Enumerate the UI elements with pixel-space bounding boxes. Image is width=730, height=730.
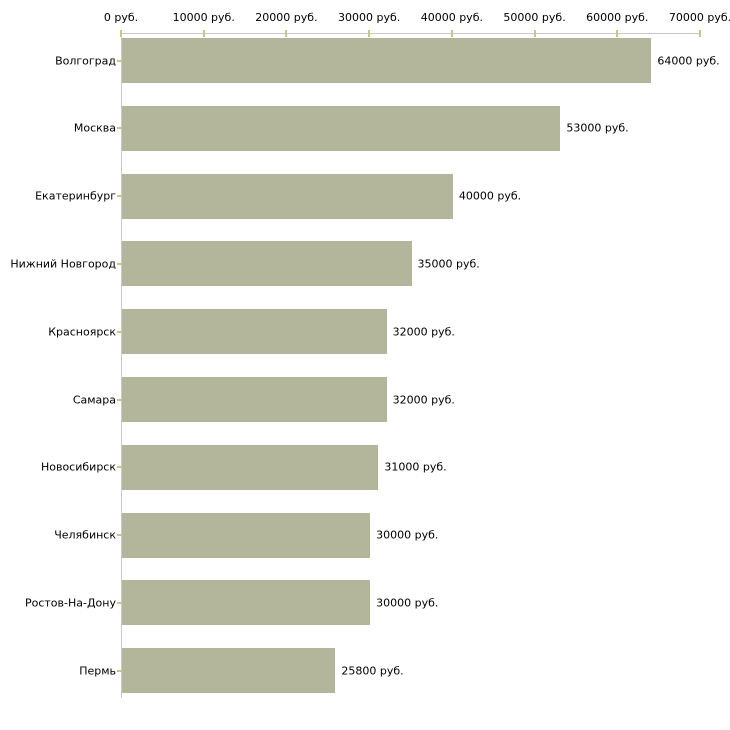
bar-Новосибирск [122, 444, 379, 490]
bar-Нижний Новгород [122, 241, 412, 287]
x-axis-tick-label: 60000 руб. [586, 11, 649, 24]
bar-value-label: 32000 руб. [392, 325, 455, 339]
x-axis-tick-mark [202, 30, 205, 37]
y-axis-tick-mark [117, 669, 122, 672]
plot-area [121, 33, 701, 698]
category-label: Ростов-На-Дону [24, 596, 116, 610]
y-axis-tick-mark [117, 534, 122, 537]
x-axis-tick-mark [120, 30, 122, 37]
y-axis-tick-mark [117, 59, 122, 62]
category-label: Самара [72, 393, 116, 406]
bar-value-label: 40000 руб. [458, 189, 522, 203]
bar-value-label: 32000 руб. [392, 393, 455, 406]
y-axis-tick-mark [117, 601, 122, 604]
x-axis-tick-label: 70000 руб. [668, 11, 730, 24]
x-axis-tick-mark [699, 30, 701, 37]
x-axis-tick-label: 50000 руб. [503, 11, 566, 24]
x-axis-tick-label: 40000 руб. [420, 11, 483, 24]
y-axis-tick-mark [117, 127, 122, 130]
bar-Челябинск [122, 512, 371, 558]
x-axis-tick-mark [368, 30, 371, 37]
bar-value-label: 53000 руб. [566, 121, 629, 135]
bar-Москва [122, 105, 561, 151]
category-label: Челябинск [54, 528, 116, 542]
x-axis-tick-label: 20000 руб. [255, 11, 318, 24]
category-label: Москва [73, 121, 116, 135]
x-axis-tick-mark [450, 30, 453, 37]
category-label: Нижний Новгород [10, 257, 116, 271]
bar-value-label: 25800 руб. [341, 664, 404, 678]
category-label: Новосибирск [40, 460, 116, 474]
category-label: Волгоград [55, 54, 116, 67]
bar-Волгоград [122, 38, 652, 83]
x-axis-tick-label: 30000 руб. [338, 11, 401, 24]
bar-Самара [122, 377, 387, 422]
bar-Ростов-На-Дону [122, 580, 371, 626]
category-label: Пермь [79, 664, 116, 678]
bar-Красноярск [122, 309, 387, 355]
y-axis-tick-mark [117, 195, 122, 198]
x-axis-tick-label: 0 руб. [103, 11, 139, 24]
category-label: Красноярск [48, 325, 116, 339]
x-axis-tick-mark [533, 30, 536, 37]
category-label: Екатеринбург [35, 189, 116, 203]
x-axis-tick-label: 10000 руб. [172, 11, 235, 24]
bar-value-label: 30000 руб. [376, 528, 439, 542]
bar-Екатеринбург [122, 173, 453, 219]
y-axis-tick-mark [117, 466, 122, 469]
bar-Пермь [122, 648, 336, 694]
x-axis-tick-mark [285, 30, 288, 37]
y-axis-tick-mark [117, 262, 122, 265]
y-axis-tick-mark [117, 398, 122, 401]
x-axis-tick-mark [616, 30, 619, 37]
bar-value-label: 64000 руб. [657, 54, 720, 67]
y-axis-tick-mark [117, 330, 122, 333]
bar-value-label: 31000 руб. [384, 460, 447, 474]
bar-value-label: 35000 руб. [417, 257, 480, 271]
bar-value-label: 30000 руб. [376, 596, 439, 610]
